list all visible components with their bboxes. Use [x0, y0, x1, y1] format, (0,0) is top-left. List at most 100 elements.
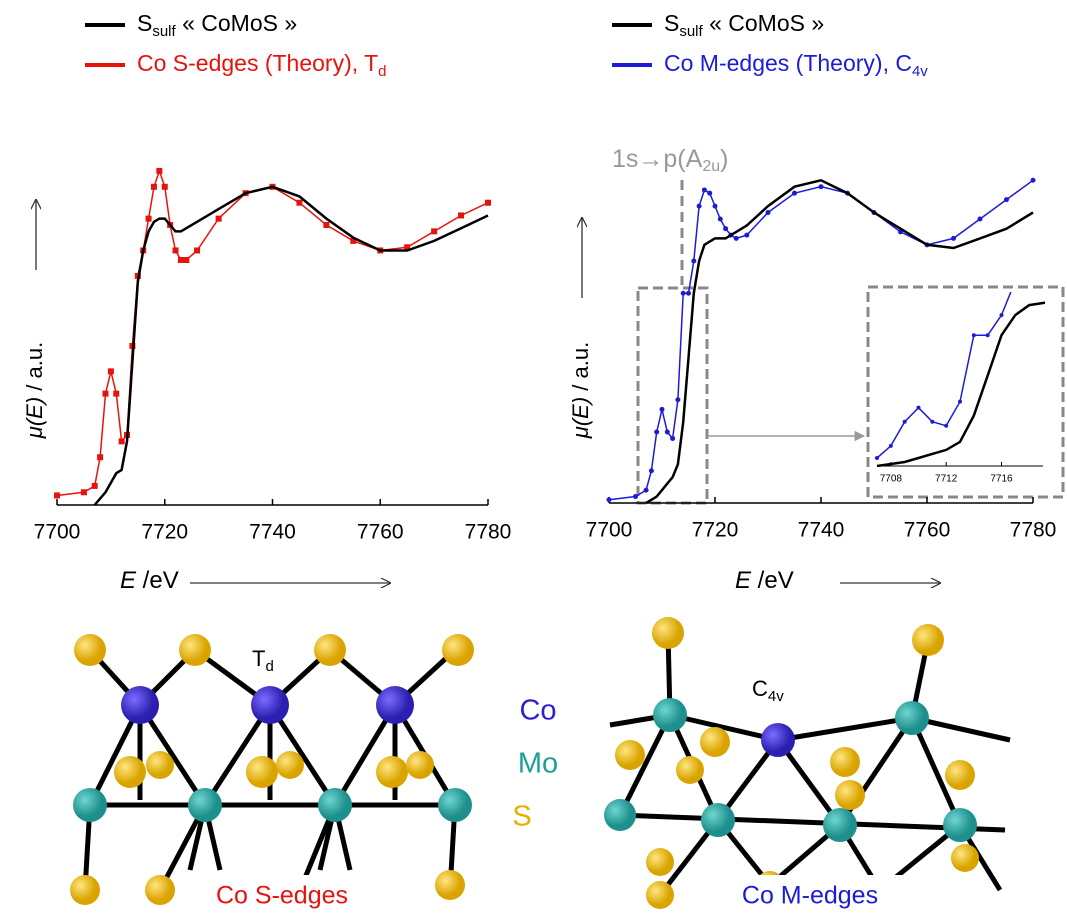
text-main: S	[664, 10, 679, 36]
text-main: S	[137, 10, 152, 36]
x-tick-label: 7740	[249, 521, 296, 544]
point	[649, 468, 654, 473]
point	[958, 400, 962, 404]
text-rest: )	[720, 145, 728, 173]
point	[102, 391, 108, 397]
point	[707, 191, 712, 196]
structure-caption: Co S-edges	[216, 882, 348, 910]
label-sub: d	[265, 658, 273, 675]
point	[97, 454, 103, 460]
x-tick-label: 7700	[586, 519, 633, 542]
point	[660, 407, 665, 412]
text-sub: 4v	[912, 63, 928, 80]
point	[431, 228, 437, 234]
point	[681, 291, 686, 296]
point	[1027, 269, 1031, 273]
text-sub: sulf	[679, 23, 703, 40]
point	[778, 462, 782, 466]
point	[903, 420, 907, 424]
structure-left: Td Co S-edges	[70, 612, 474, 916]
text-sub: sulf	[152, 23, 176, 40]
point	[702, 187, 707, 192]
point	[1004, 197, 1009, 202]
zoom-box	[638, 288, 707, 503]
point	[691, 258, 696, 263]
point	[607, 497, 612, 502]
point	[1013, 279, 1017, 283]
figure: Td Co S-edges Co Mo S C4v Co M-edges 770…	[0, 0, 1067, 916]
point	[162, 184, 168, 190]
point	[819, 184, 824, 189]
point	[713, 204, 718, 209]
point	[108, 368, 114, 374]
label-sub: 4v	[768, 688, 784, 705]
inset-x-tick-label: 7716	[990, 474, 1013, 485]
point	[146, 216, 152, 222]
rich-text: Co M-edges (Theory), C4v	[664, 50, 928, 80]
point	[875, 456, 879, 460]
key-s: S	[512, 801, 531, 833]
text-main: 1s→p(A	[612, 145, 703, 173]
point	[889, 444, 893, 448]
x-tick-label: 7760	[904, 519, 951, 542]
x-tick-label: 7780	[465, 521, 512, 544]
point	[654, 430, 659, 435]
text-main: Co S-edges (Theory), T	[137, 50, 378, 76]
point	[1031, 178, 1036, 183]
point	[644, 488, 649, 493]
key-co: Co	[519, 695, 556, 727]
point	[766, 210, 771, 215]
text-rest: /eV	[136, 567, 179, 594]
point	[697, 204, 702, 209]
point	[54, 492, 60, 498]
point	[986, 333, 990, 337]
text-main: E	[120, 567, 137, 594]
text-rest: / a.u.	[568, 342, 593, 397]
point	[978, 217, 983, 222]
point	[216, 216, 222, 222]
x-tick-label: 7740	[798, 519, 845, 542]
key-mo: Mo	[518, 748, 558, 780]
point	[81, 489, 87, 495]
text-rest: « CoMoS »	[176, 10, 297, 36]
point	[972, 333, 976, 337]
point	[296, 200, 302, 206]
x-tick-label: 7720	[692, 519, 739, 542]
text-main: Co M-edges (Theory), C	[664, 50, 912, 76]
label-main: C	[752, 676, 768, 701]
point	[951, 236, 956, 241]
text-sub: 2u	[702, 158, 720, 175]
structure-right: C4v Co M-edges	[604, 617, 1010, 916]
point	[173, 247, 179, 253]
rich-text: E /eV	[735, 567, 794, 594]
point	[675, 397, 680, 402]
text-main: μ(E)	[22, 397, 47, 439]
text-rest: « CoMoS »	[703, 10, 824, 36]
point	[194, 247, 200, 253]
label-main: T	[252, 646, 265, 671]
rich-text: μ(E) / a.u.	[568, 342, 593, 439]
point	[485, 200, 491, 206]
text-main: E	[735, 567, 752, 594]
point	[665, 430, 670, 435]
point	[718, 217, 723, 222]
inset-x-tick-label: 7712	[935, 474, 958, 485]
text-rest: /eV	[751, 567, 794, 594]
point	[917, 406, 921, 410]
point	[792, 191, 797, 196]
point	[744, 233, 749, 238]
point	[670, 436, 675, 441]
x-tick-label: 7720	[141, 521, 188, 544]
text-sub: d	[378, 63, 386, 80]
series-line	[57, 171, 488, 496]
text-main: μ(E)	[568, 397, 593, 439]
point	[1055, 279, 1059, 283]
point	[458, 212, 464, 218]
point	[178, 257, 184, 263]
structure-caption: Co M-edges	[742, 882, 878, 910]
point	[119, 438, 125, 444]
point	[1041, 271, 1045, 275]
point	[633, 494, 638, 499]
point	[92, 483, 98, 489]
text-rest: / a.u.	[22, 342, 47, 397]
